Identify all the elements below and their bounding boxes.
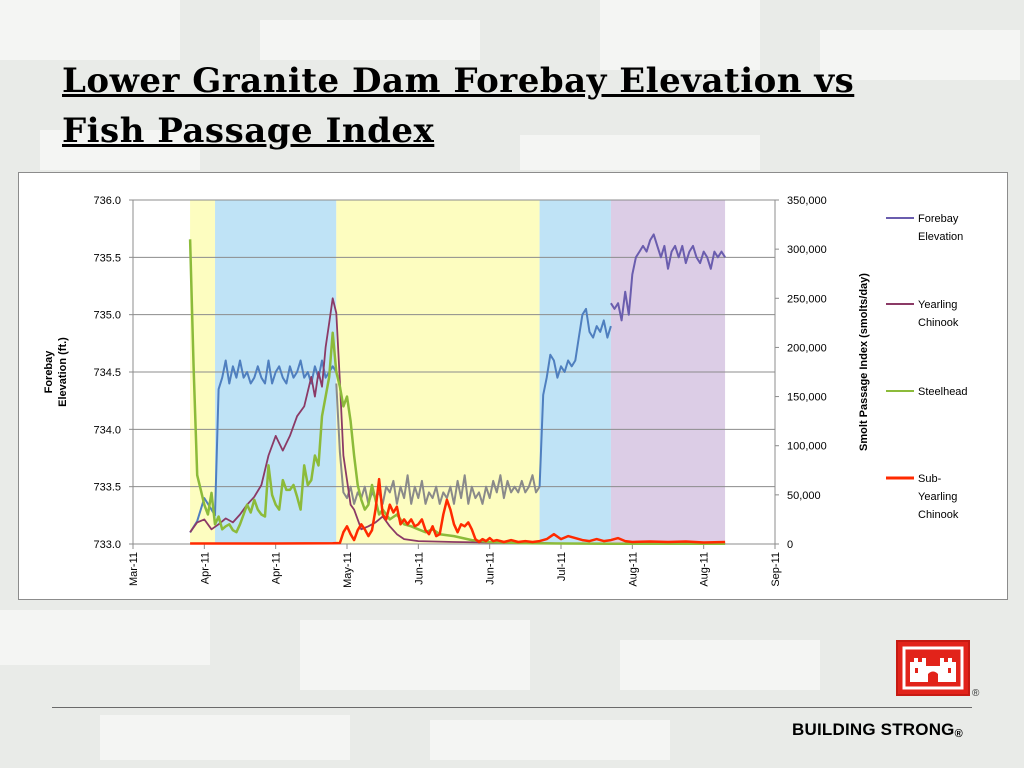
slide-title: Lower Granite Dam Forebay Elevation vs F… [62,56,962,156]
left-tick-label: 735.5 [93,252,121,264]
legend-label-sub-yearling-chinook: Sub- [918,473,942,485]
right-tick-label: 250,000 [787,293,827,305]
chart: 733.0 733.5 734.0 734.5 735.0 735.5 736.0 0 50,0… [43,195,968,588]
footer-divider [52,707,972,708]
title-line-1: Lower Granite Dam Forebay Elevation vs [62,61,855,101]
title-line-2: Fish Passage Index [62,111,435,151]
left-tick-label: 733.0 [93,539,121,551]
right-tick-label: 350,000 [787,195,827,207]
building-strong-label: BUILDING STRONG® [792,720,963,740]
right-tick-label: 100,000 [787,441,827,453]
legend-label-yearling-chinook: Chinook [918,317,959,329]
legend-label-forebay-elevation: Forebay [918,213,959,225]
right-axis-title: Smolt Passage Index (smolts/day) [858,273,870,451]
left-tick-label: 734.0 [93,424,121,436]
left-tick-label: 735.0 [93,310,121,322]
left-tick-label: 736.0 [93,195,121,207]
x-tick-label: Apr-11 [199,552,211,584]
series-forebay-elevation-segment-3 [538,307,612,487]
left-tick-label: 734.5 [93,367,121,379]
x-tick-label: Aug-11 [699,552,711,587]
x-tick-label: Jul-11 [556,552,568,581]
left-axis-title-line-1: Forebay [43,350,55,394]
right-tick-label: 0 [787,539,793,551]
x-tick-label: Aug-11 [627,552,639,587]
left-axis-title: Forebay Elevation (ft.) [43,337,69,407]
castle-icon [902,646,964,690]
right-tick-label: 200,000 [787,342,827,354]
legend-label-sub-yearling-chinook: Yearling [918,491,957,503]
legend-label-sub-yearling-chinook: Chinook [918,509,959,521]
right-tick-label: 300,000 [787,244,827,256]
series-sub-yearling-chinook [190,477,726,545]
x-tick-label: Mar-11 [128,552,140,586]
logo-registered-mark: ® [972,688,980,699]
legend-label-steelhead: Steelhead [918,386,968,398]
x-tick-label: Sep-11 [770,552,782,587]
legend-label-forebay-elevation: Elevation [918,231,963,243]
brand-text: BUILDING STRONG [792,720,955,739]
left-tick-label: 733.5 [93,482,121,494]
x-tick-label: Jun-11 [413,552,425,585]
series-forebay-elevation-segment-4 [610,233,726,322]
series-yearling-chinook [189,297,726,545]
left-axis-title-line-2: Elevation (ft.) [57,337,69,407]
x-tick-label: May-11 [342,552,354,588]
right-tick-label: 150,000 [787,392,827,404]
right-tick-label: 50,000 [787,490,821,502]
x-tick-label: Jun-11 [485,552,497,585]
x-tick-label: Apr-11 [271,552,283,584]
series-forebay-elevation-segment-1 [189,359,338,534]
brand-registered-mark: ® [954,728,963,740]
legend-label-yearling-chinook: Yearling [918,299,957,311]
castle-logo [896,640,970,696]
chart-container: 733.0 733.5 734.0 734.5 735.0 735.5 736.0 0 50,0… [18,172,1008,600]
